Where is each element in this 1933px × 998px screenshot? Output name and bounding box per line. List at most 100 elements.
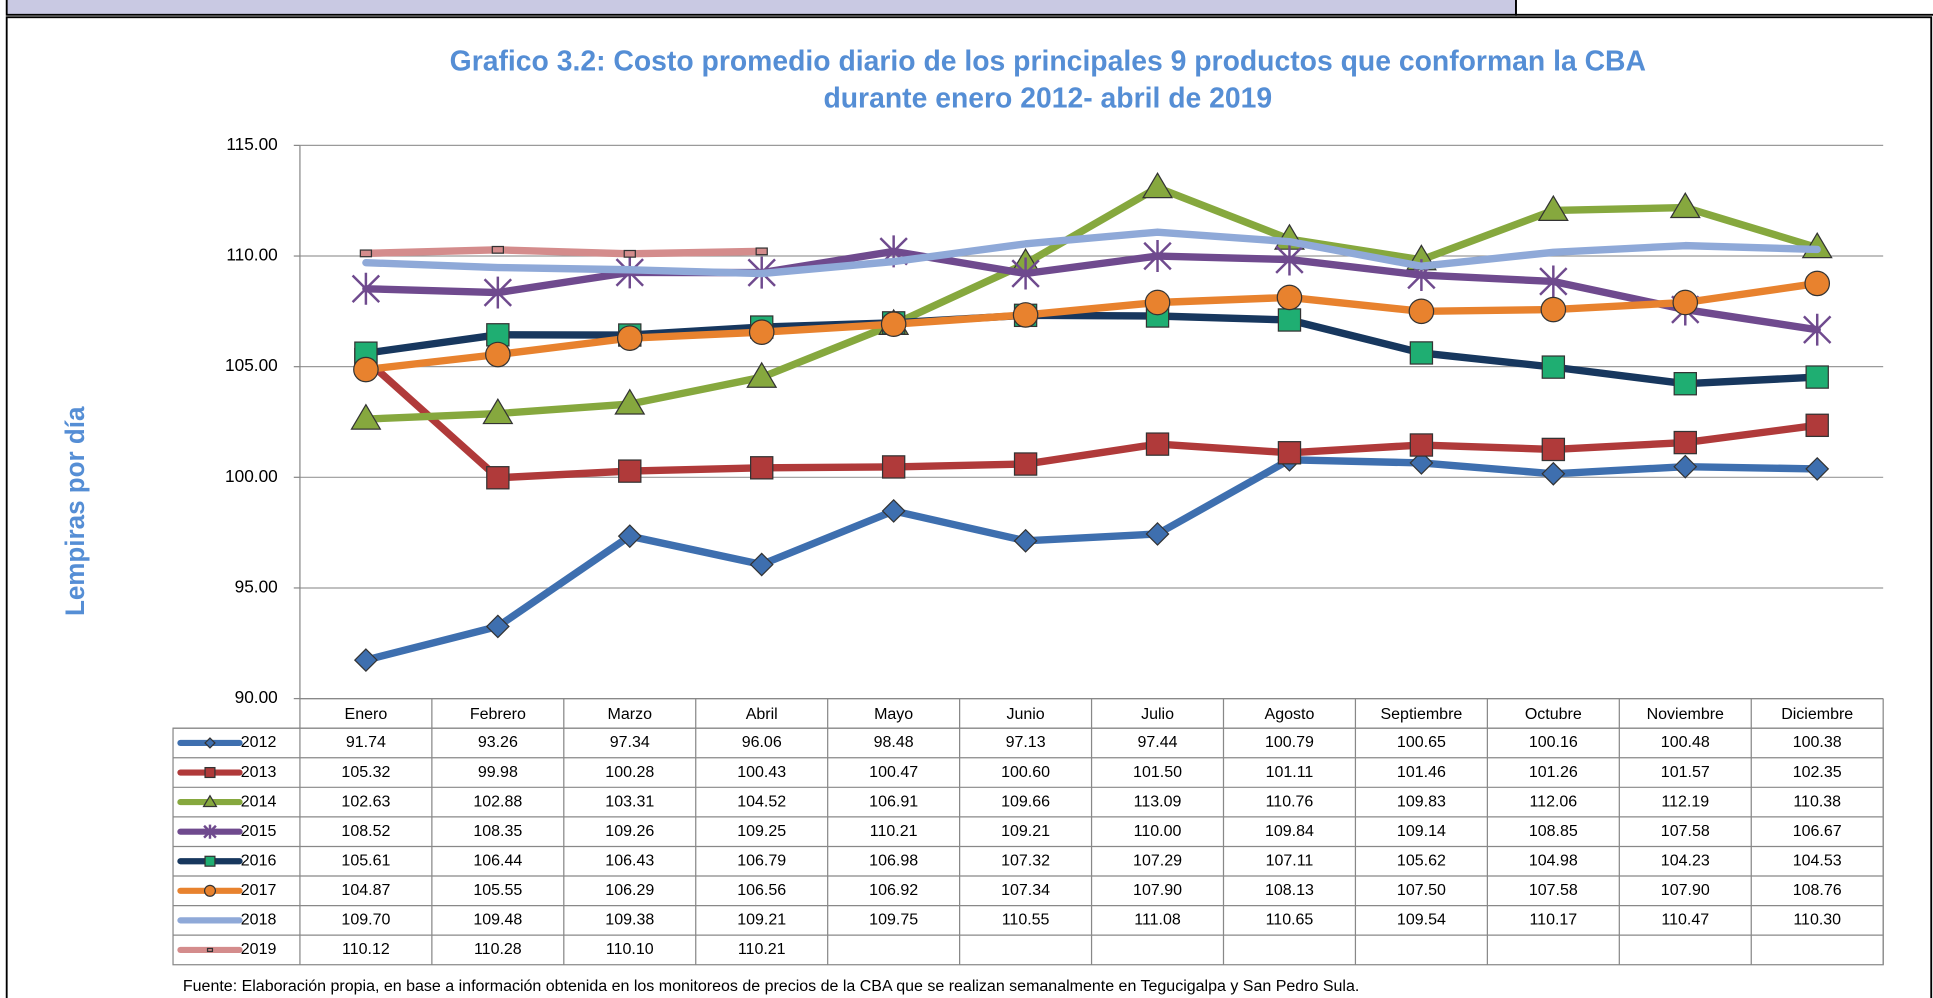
marker: [1805, 456, 1830, 481]
table-value: 102.35: [1793, 764, 1842, 781]
marker: [750, 456, 774, 480]
marker: [202, 794, 218, 808]
chart-title: durante enero 2012- abril de 2019: [823, 82, 1272, 114]
table-value: 110.21: [870, 823, 918, 840]
marker: [881, 498, 906, 523]
table-value: 109.66: [1001, 793, 1050, 810]
table-value: 100.38: [1793, 734, 1842, 751]
table-value: 107.58: [1661, 823, 1710, 840]
chart-title: Grafico 3.2: Costo promedio diario de lo…: [450, 45, 1646, 77]
series-line: [362, 228, 1821, 278]
marker: [203, 824, 217, 839]
x-tick-label: Enero: [345, 706, 388, 723]
table-value: 110.21: [738, 941, 786, 958]
table-value: 109.54: [1397, 912, 1446, 929]
table-value: 104.52: [737, 793, 786, 810]
table-value: 102.63: [341, 793, 390, 810]
marker: [1145, 522, 1170, 546]
table-value: 110.10: [606, 941, 654, 958]
table-value: 104.53: [1793, 852, 1842, 869]
marker: [204, 737, 216, 749]
table-value: 106.79: [737, 852, 786, 869]
table-value: 104.23: [1661, 852, 1710, 869]
marker: [1409, 450, 1434, 475]
table-value: 110.38: [1793, 793, 1841, 810]
x-tick-label: Marzo: [608, 706, 653, 723]
marker: [1669, 191, 1701, 219]
table-value: 100.65: [1397, 734, 1446, 751]
top-box: [1515, 0, 1933, 16]
marker: [353, 648, 378, 673]
table-value: 106.44: [473, 852, 522, 869]
table-value: 101.57: [1661, 764, 1710, 781]
table-value: 107.58: [1529, 882, 1578, 899]
marker: [1541, 437, 1566, 462]
table-value: 100.79: [1265, 734, 1314, 751]
source-note: Fuente: Elaboración propia, en base a in…: [183, 978, 1359, 995]
marker: [614, 388, 646, 415]
marker: [746, 361, 778, 388]
x-tick-label: Junio: [1006, 706, 1044, 723]
y-axis-title: Lempiras por día: [59, 406, 90, 616]
marker: [1805, 413, 1829, 438]
table-value: 100.48: [1661, 734, 1710, 751]
table-value: 110.55: [1002, 912, 1050, 929]
table-value: 109.48: [473, 912, 522, 929]
x-tick-label: Febrero: [470, 706, 526, 723]
marker: [755, 247, 768, 256]
table-value: 110.30: [1793, 912, 1841, 929]
table-value: 100.43: [737, 764, 786, 781]
legend-label: 2014: [241, 793, 277, 810]
marker: [1013, 452, 1038, 476]
table-value: 108.76: [1793, 882, 1842, 899]
table-value: 113.09: [1134, 793, 1182, 810]
marker: [623, 249, 636, 258]
table-value: 104.98: [1529, 852, 1578, 869]
marker: [350, 403, 382, 430]
table-value: 110.76: [1266, 793, 1314, 810]
x-tick-label: Julio: [1141, 706, 1174, 723]
table-value: 109.84: [1265, 823, 1314, 840]
table-value: 106.67: [1793, 823, 1842, 840]
series-line: [362, 311, 1821, 388]
table-value: 93.26: [478, 734, 518, 751]
marker: [1541, 355, 1566, 379]
marker: [1145, 432, 1170, 456]
table-value: 109.14: [1397, 823, 1446, 840]
marker: [1012, 302, 1039, 328]
table-value: 111.08: [1134, 912, 1181, 929]
series-line: [362, 247, 1821, 334]
table-value: 107.90: [1661, 882, 1710, 899]
marker: [1541, 461, 1566, 486]
table-value: 108.35: [473, 823, 522, 840]
table-value: 105.32: [341, 764, 390, 781]
table-value: 101.26: [1529, 764, 1578, 781]
x-tick-label: Mayo: [874, 706, 913, 723]
marker: [359, 249, 373, 258]
table-value: 101.11: [1266, 764, 1314, 781]
table-value: 108.85: [1529, 823, 1578, 840]
table-value: 105.55: [473, 882, 522, 899]
marker: [1804, 270, 1831, 297]
table-value: 110.47: [1661, 912, 1709, 929]
table-value: 105.61: [341, 852, 390, 869]
marker: [749, 552, 774, 577]
marker: [1143, 240, 1172, 272]
marker: [1011, 257, 1040, 290]
table-value: 107.90: [1133, 882, 1182, 899]
legend-label: 2013: [241, 764, 277, 781]
marker: [1144, 289, 1171, 316]
table-value: 100.60: [1001, 764, 1050, 781]
table-value: 106.56: [737, 882, 786, 899]
marker: [1673, 372, 1697, 396]
marker: [203, 884, 217, 897]
marker: [1537, 194, 1569, 222]
marker: [1275, 243, 1304, 276]
table-value: 101.50: [1133, 764, 1182, 781]
marker: [881, 455, 906, 479]
marker: [483, 276, 513, 309]
legend-label: 2019: [241, 941, 277, 958]
marker: [1673, 454, 1698, 479]
series-line: [362, 456, 1821, 664]
y-tick-label: 110.00: [226, 245, 277, 265]
